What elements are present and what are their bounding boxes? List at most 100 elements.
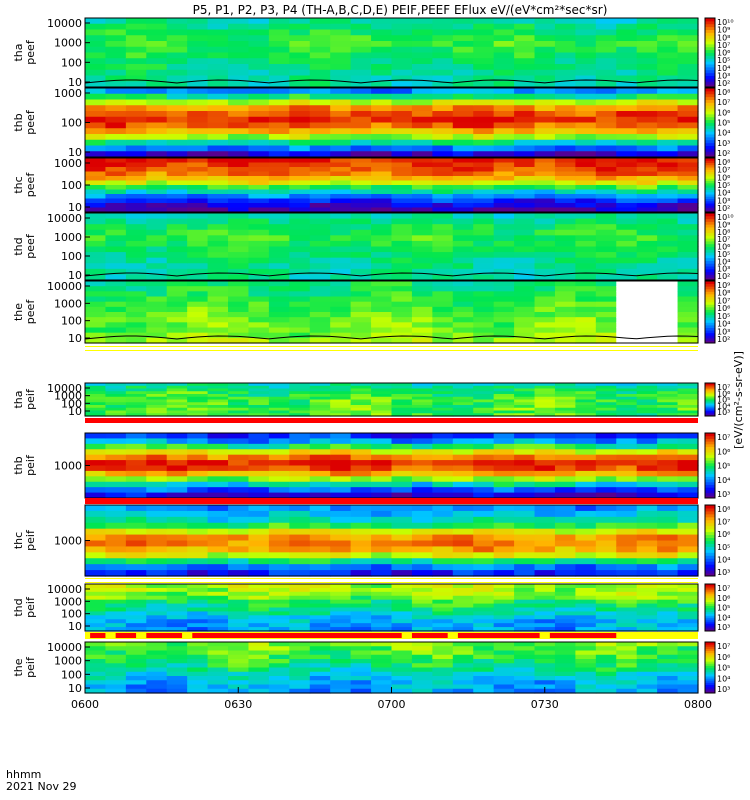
heatmap-cell: [85, 460, 107, 467]
colorbar-step: [705, 686, 715, 690]
heatmap-cell: [677, 487, 699, 494]
colorbar-step: [705, 99, 715, 103]
heatmap-cell: [289, 510, 311, 518]
colorbar-step: [705, 507, 715, 512]
heatmap-cell: [636, 88, 658, 95]
heatmap-cell: [85, 252, 107, 259]
heatmap-cell: [125, 194, 147, 200]
heatmap-cell: [411, 180, 433, 186]
colorbar-step: [705, 113, 715, 118]
heatmap-cell: [85, 29, 107, 36]
heatmap-cell: [309, 18, 331, 25]
heatmap-cell: [268, 487, 290, 494]
heatmap-cell: [432, 383, 454, 387]
heatmap-cell: [350, 69, 372, 77]
colorbar-step: [705, 405, 715, 407]
heatmap-cell: [268, 167, 290, 173]
heatmap-cell: [187, 570, 209, 577]
heatmap-cell: [248, 29, 270, 36]
ytick-label: 1000: [54, 390, 82, 403]
heatmap-cell: [309, 540, 331, 548]
heatmap-cell: [432, 207, 454, 213]
heatmap-cell: [248, 619, 270, 624]
heatmap-cell: [330, 194, 352, 200]
heatmap-cell: [432, 584, 454, 589]
colorbar-step: [705, 621, 715, 624]
heatmap-cell: [473, 268, 495, 276]
heatmap-cell: [473, 145, 495, 152]
heatmap-cell: [636, 433, 658, 440]
heatmap-cell: [514, 659, 536, 664]
heatmap-cell: [554, 252, 576, 259]
heatmap-cell: [452, 337, 474, 344]
heatmap-cell: [309, 207, 331, 213]
heatmap-cell: [432, 552, 454, 559]
heatmap-cell: [452, 162, 474, 168]
heatmap-cell: [616, 263, 638, 270]
heatmap-cell: [105, 337, 127, 344]
heatmap-cell: [268, 623, 290, 628]
heatmap-cell: [636, 407, 658, 412]
heatmap-cell: [289, 595, 311, 601]
heatmap-cell: [146, 591, 168, 597]
heatmap-cell: [309, 642, 331, 647]
heatmap-cell: [146, 595, 168, 601]
colorbar-step: [705, 291, 715, 295]
heatmap-cell: [657, 18, 679, 25]
heatmap-cell: [595, 663, 617, 669]
colorbar-tick-label: 10³: [717, 327, 730, 336]
colorbar-step: [705, 589, 715, 593]
heatmap-cell: [228, 29, 250, 36]
heatmap-cell: [411, 449, 433, 456]
heatmap-cell: [146, 487, 168, 494]
heatmap-cell: [330, 252, 352, 259]
heatmap-cell: [391, 391, 413, 395]
heatmap-cell: [657, 433, 679, 440]
heatmap-cell: [330, 611, 352, 616]
heatmap-cell: [350, 134, 372, 141]
heatmap-cell: [105, 235, 127, 242]
heatmap-cell: [207, 454, 229, 461]
heatmap-cell: [534, 394, 556, 398]
colorbar-step: [705, 189, 715, 193]
colorbar-tick-label: 10⁵: [717, 664, 730, 673]
heatmap-cell: [187, 306, 209, 313]
ylabel: peef: [24, 39, 37, 65]
heatmap-cell: [289, 111, 311, 118]
heatmap-cell: [166, 41, 188, 48]
heatmap-cell: [187, 229, 209, 236]
mode-bar-segment: [411, 633, 448, 638]
ytick-label: 1000: [54, 157, 82, 170]
heatmap-cell: [146, 438, 168, 445]
heatmap-cell: [85, 176, 107, 182]
heatmap-cell: [85, 145, 107, 152]
heatmap-cell: [350, 627, 372, 632]
heatmap-cell: [371, 167, 393, 173]
heatmap-cell: [105, 433, 127, 440]
heatmap-cell: [371, 402, 393, 406]
heatmap-cell: [228, 122, 250, 129]
heatmap-cell: [616, 176, 638, 182]
heatmap-cell: [85, 570, 107, 577]
heatmap-cell: [228, 591, 250, 597]
heatmap-cell: [677, 688, 699, 694]
heatmap-cell: [85, 564, 107, 571]
heatmap-cell: [350, 487, 372, 494]
heatmap-cell: [432, 623, 454, 628]
heatmap-cell: [146, 162, 168, 168]
heatmap-cell: [657, 438, 679, 445]
heatmap-cell: [677, 207, 699, 213]
heatmap-cell: [105, 194, 127, 200]
colorbar-tick-label: 10⁸: [717, 228, 730, 237]
heatmap-cell: [268, 394, 290, 398]
heatmap-cell: [371, 327, 393, 334]
heatmap-cell: [207, 286, 229, 292]
heatmap-cell: [514, 646, 536, 652]
heatmap-cell: [493, 317, 515, 323]
heatmap-cell: [473, 176, 495, 182]
colorbar-step: [705, 513, 715, 518]
heatmap-cell: [575, 198, 597, 204]
heatmap-cell: [636, 281, 658, 287]
colorbar-step: [705, 171, 715, 175]
